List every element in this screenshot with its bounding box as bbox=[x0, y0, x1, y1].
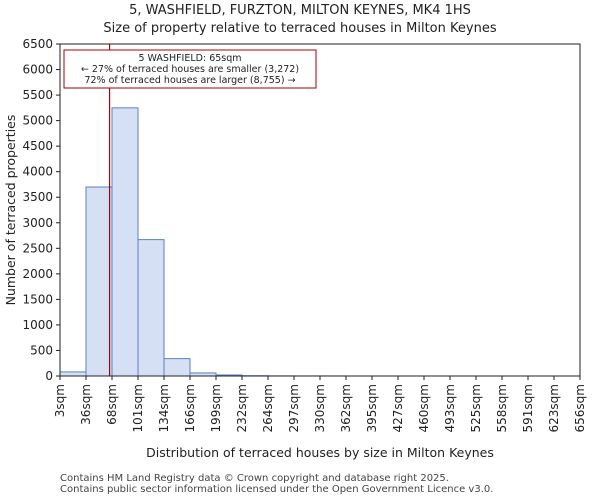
y-tick-label: 3500 bbox=[22, 190, 53, 204]
histogram-bar bbox=[59, 371, 87, 377]
x-tick-label: 264sqm bbox=[261, 384, 275, 432]
x-tick-label: 134sqm bbox=[157, 384, 171, 432]
annotation-line-2: ← 27% of terraced houses are smaller (3,… bbox=[81, 64, 299, 75]
x-tick-label: 166sqm bbox=[183, 384, 197, 432]
x-tick-label: 427sqm bbox=[391, 384, 405, 432]
y-tick-label: 1000 bbox=[22, 318, 53, 332]
x-tick-label: 68sqm bbox=[105, 384, 119, 425]
x-tick-label: 460sqm bbox=[417, 384, 431, 432]
y-axis-label: Number of terraced properties bbox=[3, 115, 18, 306]
histogram-bar bbox=[111, 107, 139, 377]
y-tick-label: 2500 bbox=[22, 241, 53, 255]
annotation-line-3: 72% of terraced houses are larger (8,755… bbox=[84, 75, 295, 86]
y-tick-label: 4500 bbox=[22, 139, 53, 153]
x-tick-label: 330sqm bbox=[313, 384, 327, 432]
chart-title: 5, WASHFIELD, FURZTON, MILTON KEYNES, MK… bbox=[129, 3, 471, 18]
x-tick-label: 623sqm bbox=[547, 384, 561, 432]
y-tick-label: 1500 bbox=[22, 292, 53, 306]
y-tick-label: 2000 bbox=[22, 267, 53, 281]
x-tick-label: 395sqm bbox=[365, 384, 379, 432]
annotation-box bbox=[63, 49, 317, 89]
x-tick-label: 362sqm bbox=[339, 384, 353, 432]
x-tick-label: 493sqm bbox=[443, 384, 457, 432]
x-tick-label: 558sqm bbox=[495, 384, 509, 432]
y-tick-label: 0 bbox=[45, 369, 53, 383]
footer-licence: Contains public sector information licen… bbox=[60, 484, 494, 495]
footer-copyright: Contains HM Land Registry data © Crown c… bbox=[60, 473, 449, 484]
y-tick-label: 500 bbox=[30, 343, 53, 357]
x-tick-label: 591sqm bbox=[521, 384, 535, 432]
plot-frame bbox=[59, 43, 581, 377]
x-tick-label: 232sqm bbox=[235, 384, 249, 432]
x-tick-label: 656sqm bbox=[573, 384, 587, 432]
histogram-bar bbox=[137, 239, 165, 377]
x-tick-label: 199sqm bbox=[209, 384, 223, 432]
annotation-line-1: 5 WASHFIELD: 65sqm bbox=[138, 53, 241, 64]
chart-subtitle: Size of property relative to terraced ho… bbox=[103, 21, 497, 36]
x-tick-label: 3sqm bbox=[53, 384, 67, 417]
y-tick-label: 6500 bbox=[22, 37, 53, 51]
x-tick-label: 297sqm bbox=[287, 384, 301, 432]
y-tick-label: 4000 bbox=[22, 165, 53, 179]
x-tick-label: 101sqm bbox=[131, 384, 145, 432]
x-tick-label: 525sqm bbox=[469, 384, 483, 432]
y-tick-label: 5500 bbox=[22, 88, 53, 102]
histogram-bar bbox=[85, 186, 113, 377]
y-tick-label: 5000 bbox=[22, 114, 53, 128]
y-tick-label: 6000 bbox=[22, 63, 53, 77]
histogram-bar bbox=[163, 358, 191, 377]
x-axis-label: Distribution of terraced houses by size … bbox=[146, 445, 494, 460]
y-tick-label: 3000 bbox=[22, 216, 53, 230]
x-tick-label: 36sqm bbox=[79, 384, 93, 425]
